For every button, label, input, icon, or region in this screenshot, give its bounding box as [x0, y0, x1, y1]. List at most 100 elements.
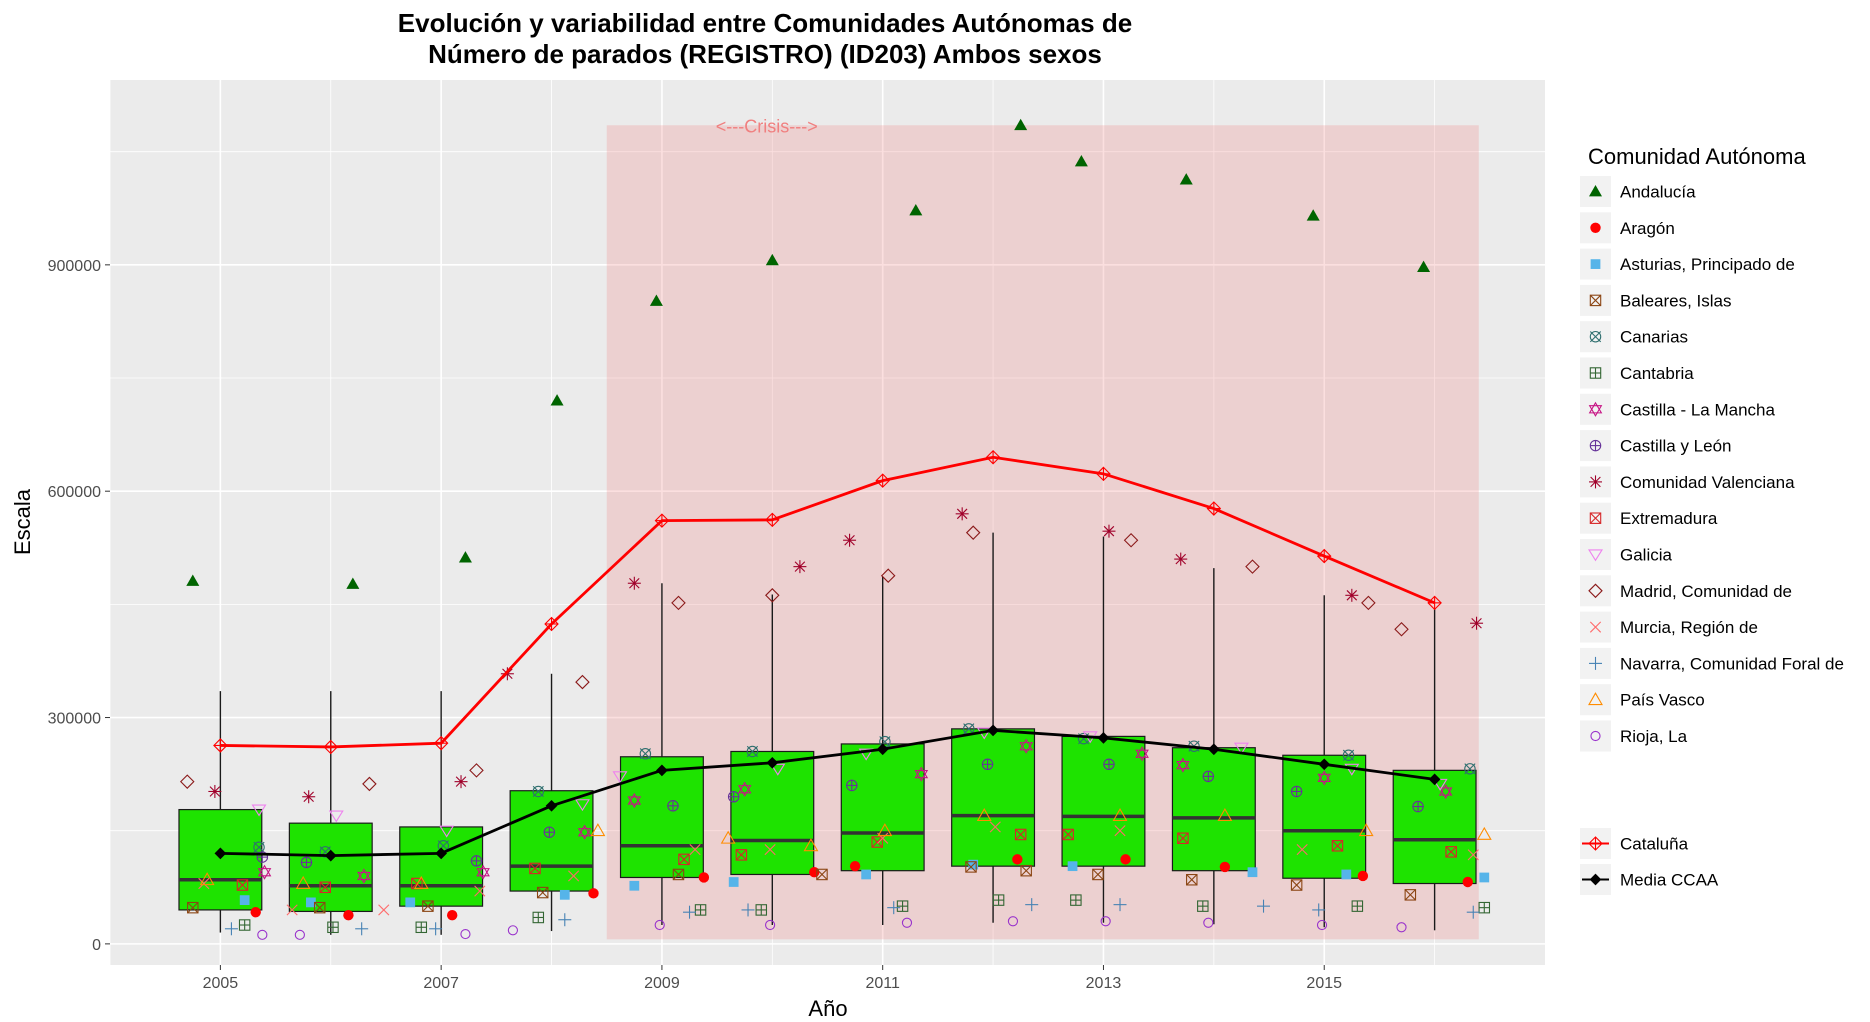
point-cantabria — [532, 911, 545, 924]
point-madrid-comunidad-de — [671, 595, 686, 611]
legend-key — [1580, 539, 1611, 570]
point-rioja-la — [654, 919, 665, 931]
box-2005 — [178, 808, 263, 911]
point-navarra-comunidad-foral-de — [1257, 899, 1271, 913]
point-canarias — [639, 747, 652, 760]
point-baleares-islas — [965, 861, 977, 873]
point-arag-n — [1357, 870, 1369, 882]
scatter-points — [179, 118, 1492, 940]
point-arag-n — [698, 872, 710, 883]
point-arag-n — [1219, 861, 1231, 873]
point-castilla-la-mancha — [577, 824, 592, 840]
point-galicia — [770, 763, 786, 776]
point-cantabria — [896, 900, 909, 912]
point-arag-n — [588, 888, 599, 899]
point-andaluc-a — [1179, 173, 1193, 185]
point-extremadura — [1445, 846, 1457, 858]
point-arag-n — [446, 910, 458, 921]
point-asturias-principado-de — [629, 880, 640, 891]
box-2016 — [1392, 769, 1477, 885]
point-galicia — [328, 810, 344, 823]
legend-marker — [1588, 692, 1603, 706]
point-galicia — [251, 804, 267, 817]
legend-label: Canarias — [1620, 328, 1688, 347]
point-extremadura — [1014, 828, 1027, 841]
point-cantabria — [1478, 901, 1491, 914]
point-pa-s-vasco — [1476, 826, 1492, 840]
legend-marker — [1588, 836, 1603, 851]
legend-label: Aragón — [1620, 219, 1675, 238]
x-axis-title: Año — [808, 996, 847, 1021]
point-cantabria — [1197, 900, 1209, 912]
point-castilla-y-le-n — [667, 800, 679, 812]
y-tick-label: 300000 — [48, 711, 101, 728]
point-arag-n — [250, 906, 261, 918]
cataluna-point — [654, 513, 670, 528]
media-ccaa-point — [545, 799, 558, 812]
point-castilla-y-le-n — [1202, 770, 1215, 783]
point-andaluc-a — [346, 577, 360, 589]
point-navarra-comunidad-foral-de — [429, 922, 443, 936]
box-2013 — [1061, 735, 1146, 867]
point-andaluc-a — [765, 253, 779, 266]
legend-marker — [1589, 367, 1602, 379]
legend-key — [1580, 684, 1611, 716]
point-galicia — [1233, 742, 1249, 755]
point-navarra-comunidad-foral-de — [1466, 905, 1480, 919]
y-tick-label: 900000 — [48, 258, 101, 275]
point-pa-s-vasco — [1358, 823, 1374, 837]
point-pa-s-vasco — [199, 872, 215, 886]
legend-key — [1580, 720, 1611, 752]
point-castilla-la-mancha — [257, 864, 272, 880]
point-andaluc-a — [550, 394, 564, 406]
point-castilla-la-mancha — [627, 792, 642, 809]
point-galicia — [858, 748, 874, 761]
point-baleares-islas — [1092, 868, 1104, 881]
legend-marker — [1590, 222, 1601, 233]
point-castilla-la-mancha — [476, 864, 490, 880]
point-pa-s-vasco — [590, 823, 606, 837]
point-madrid-comunidad-de — [965, 525, 981, 540]
boxplots — [178, 532, 1477, 935]
point-comunidad-valenciana — [1174, 552, 1188, 566]
point-rioja-la — [460, 928, 471, 940]
point-andaluc-a — [909, 204, 923, 216]
box-2006 — [288, 822, 373, 913]
point-asturias-principado-de — [1341, 869, 1352, 880]
point-arag-n — [1120, 854, 1131, 865]
point-castilla-la-mancha — [1135, 746, 1149, 762]
media-ccaa-point — [1097, 732, 1110, 744]
point-arag-n — [1462, 876, 1473, 888]
cataluna-point — [323, 739, 339, 755]
box-2010 — [730, 750, 815, 876]
cataluna-point — [985, 449, 1001, 465]
point-murcia-regi-n-de — [1114, 825, 1126, 837]
legend-label: País Vasco — [1620, 691, 1705, 710]
y-tick-label: 600000 — [48, 484, 101, 501]
cataluna-point — [213, 738, 228, 753]
point-castilla-y-le-n — [1412, 800, 1424, 813]
x-tick-label: 2013 — [1086, 975, 1122, 992]
point-cantabria — [415, 921, 428, 934]
point-murcia-regi-n-de — [1467, 849, 1479, 861]
point-extremadura — [319, 881, 331, 894]
point-extremadura — [735, 849, 748, 861]
legend-label: Murcia, Región de — [1620, 618, 1758, 637]
point-madrid-comunidad-de — [1361, 595, 1376, 611]
y-axis-title: Escala — [10, 488, 35, 555]
x-axis-ticks: 2005 2007 2009 2011 2013 2015 — [203, 965, 1342, 992]
legend-label: Cataluña — [1620, 835, 1689, 854]
legend-marker — [1589, 185, 1602, 197]
point-baleares-islas — [187, 901, 199, 914]
point-comunidad-valenciana — [1470, 616, 1484, 630]
point-baleares-islas — [672, 868, 685, 881]
legend-label: Rioja, La — [1620, 727, 1688, 746]
legend-marker — [1588, 583, 1603, 599]
media-ccaa-point — [876, 743, 889, 756]
point-comunidad-valenciana — [843, 533, 857, 547]
point-castilla-la-mancha — [1438, 783, 1453, 800]
cataluna-line — [220, 455, 1436, 749]
point-castilla-y-le-n — [981, 758, 994, 771]
point-cantabria — [1351, 900, 1364, 912]
point-canarias — [746, 745, 759, 758]
